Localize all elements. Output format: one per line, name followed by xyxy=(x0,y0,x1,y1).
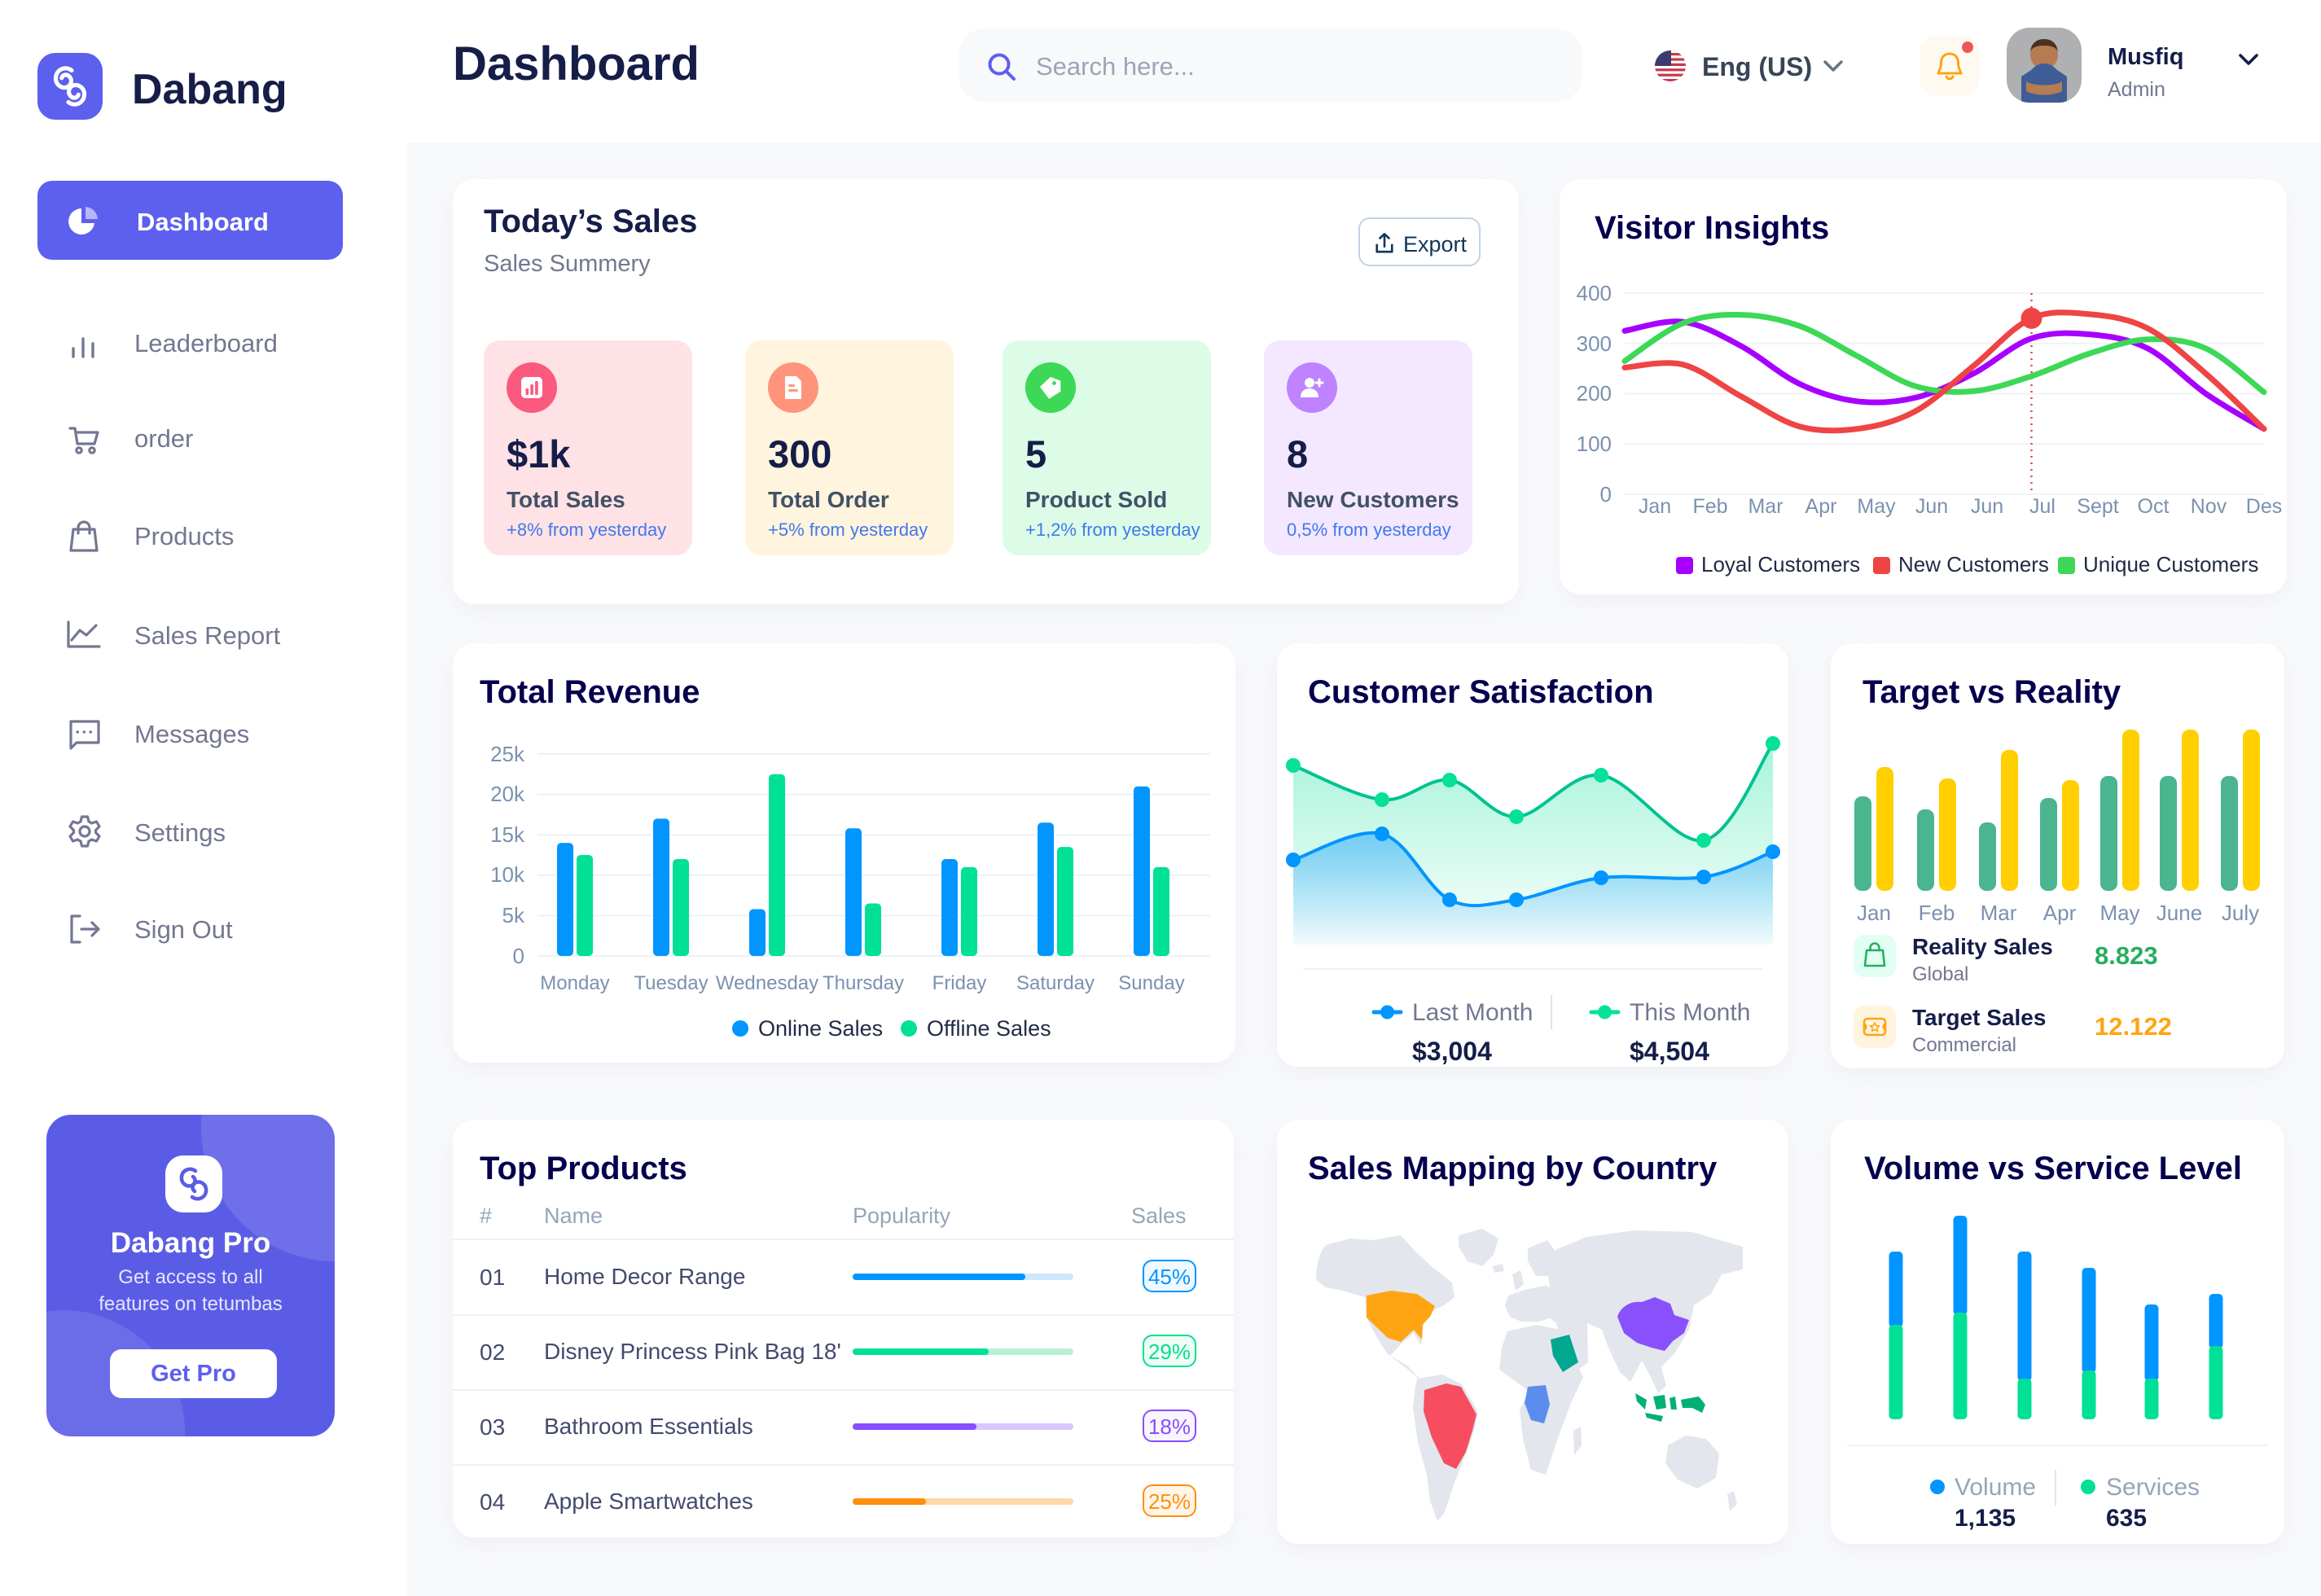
svg-text:Oct: Oct xyxy=(2138,495,2170,518)
svg-text:300: 300 xyxy=(1577,331,1612,356)
svg-text:Jul: Jul xyxy=(2029,495,2056,518)
svg-text:Des: Des xyxy=(2246,495,2282,518)
svg-text:25k: 25k xyxy=(490,742,525,766)
svg-text:Apr: Apr xyxy=(1805,495,1837,518)
svg-text:Jun: Jun xyxy=(1971,495,2003,518)
svg-text:Last Month: Last Month xyxy=(1412,999,1533,1026)
svg-text:Feb: Feb xyxy=(1919,901,1955,925)
svg-text:Monday: Monday xyxy=(540,972,609,994)
svg-text:Volume: Volume xyxy=(1955,1474,2036,1501)
svg-text:Commercial: Commercial xyxy=(1912,1034,2016,1056)
svg-text:Reality Sales: Reality Sales xyxy=(1912,934,2053,959)
svg-text:Mar: Mar xyxy=(1748,495,1783,518)
svg-text:Wednesday: Wednesday xyxy=(716,972,818,994)
svg-text:100: 100 xyxy=(1577,432,1612,456)
svg-text:This Month: This Month xyxy=(1630,999,1750,1026)
svg-text:Sept: Sept xyxy=(2077,495,2118,518)
svg-text:Mar: Mar xyxy=(1981,901,2017,925)
svg-text:0: 0 xyxy=(513,944,524,968)
svg-text:$3,004: $3,004 xyxy=(1412,1037,1492,1066)
svg-text:12.122: 12.122 xyxy=(2095,1012,2172,1041)
svg-text:635: 635 xyxy=(2106,1505,2147,1532)
svg-text:Services: Services xyxy=(2106,1474,2200,1501)
svg-text:Loyal Customers: Loyal Customers xyxy=(1701,552,1860,577)
svg-text:New Customers: New Customers xyxy=(1898,552,2049,577)
svg-text:July: July xyxy=(2222,901,2259,925)
svg-text:5k: 5k xyxy=(502,903,525,927)
svg-text:Global: Global xyxy=(1912,963,1968,985)
svg-text:Feb: Feb xyxy=(1692,495,1727,518)
svg-text:Jun: Jun xyxy=(1915,495,1948,518)
svg-text:$4,504: $4,504 xyxy=(1630,1037,1709,1066)
svg-text:May: May xyxy=(1857,495,1896,518)
svg-text:Unique Customers: Unique Customers xyxy=(2083,552,2258,577)
svg-text:Nov: Nov xyxy=(2191,495,2227,518)
svg-text:0: 0 xyxy=(1600,482,1612,506)
svg-text:Sunday: Sunday xyxy=(1118,972,1184,994)
svg-text:8.823: 8.823 xyxy=(2095,941,2158,970)
svg-text:Online Sales: Online Sales xyxy=(758,1016,883,1041)
svg-text:20k: 20k xyxy=(490,782,525,806)
svg-text:Friday: Friday xyxy=(932,972,987,994)
svg-text:May: May xyxy=(2099,901,2139,925)
svg-text:15k: 15k xyxy=(490,822,525,847)
svg-text:June: June xyxy=(2156,901,2202,925)
svg-text:200: 200 xyxy=(1577,381,1612,406)
svg-text:Thursday: Thursday xyxy=(823,972,904,994)
svg-text:Tuesday: Tuesday xyxy=(634,972,708,994)
svg-text:1,135: 1,135 xyxy=(1955,1505,2016,1532)
svg-text:400: 400 xyxy=(1577,281,1612,305)
svg-text:Jan: Jan xyxy=(1639,495,1671,518)
svg-text:Offline Sales: Offline Sales xyxy=(927,1016,1051,1041)
svg-text:Saturday: Saturday xyxy=(1016,972,1095,994)
svg-text:Apr: Apr xyxy=(2043,901,2077,925)
svg-text:Target Sales: Target Sales xyxy=(1912,1005,2046,1030)
svg-text:Jan: Jan xyxy=(1857,901,1891,925)
svg-text:10k: 10k xyxy=(490,862,525,887)
